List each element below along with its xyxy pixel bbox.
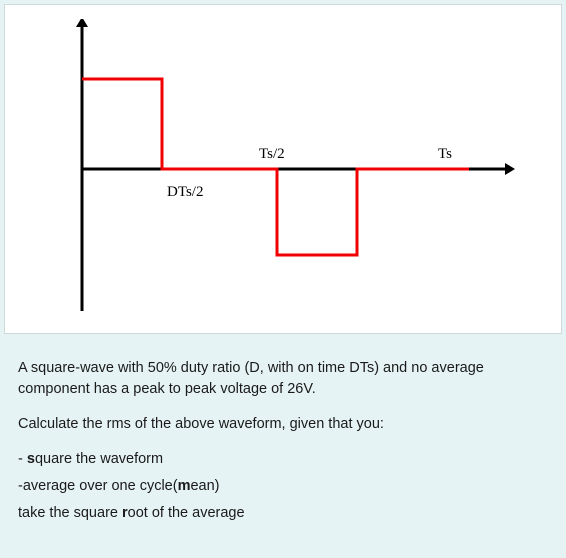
question-intro: A square-wave with 50% duty ratio (D, wi… bbox=[18, 358, 548, 400]
svg-text:Ts/2: Ts/2 bbox=[259, 146, 285, 162]
step-mean: -average over one cycle(mean) bbox=[18, 476, 548, 497]
waveform-svg: Ts/2 Ts DTs/2 bbox=[27, 19, 517, 319]
question-text: A square-wave with 50% duty ratio (D, wi… bbox=[4, 352, 562, 554]
step-square: - square the waveform bbox=[18, 449, 548, 470]
svg-text:Ts: Ts bbox=[438, 146, 452, 162]
svg-text:DTs/2: DTs/2 bbox=[167, 184, 203, 200]
step-root: take the square root of the average bbox=[18, 503, 548, 524]
question-panel: Ts/2 Ts DTs/2 A square-wave with 50% duty … bbox=[0, 0, 566, 558]
waveform-chart: Ts/2 Ts DTs/2 bbox=[4, 4, 562, 334]
question-prompt: Calculate the rms of the above waveform,… bbox=[18, 414, 548, 435]
